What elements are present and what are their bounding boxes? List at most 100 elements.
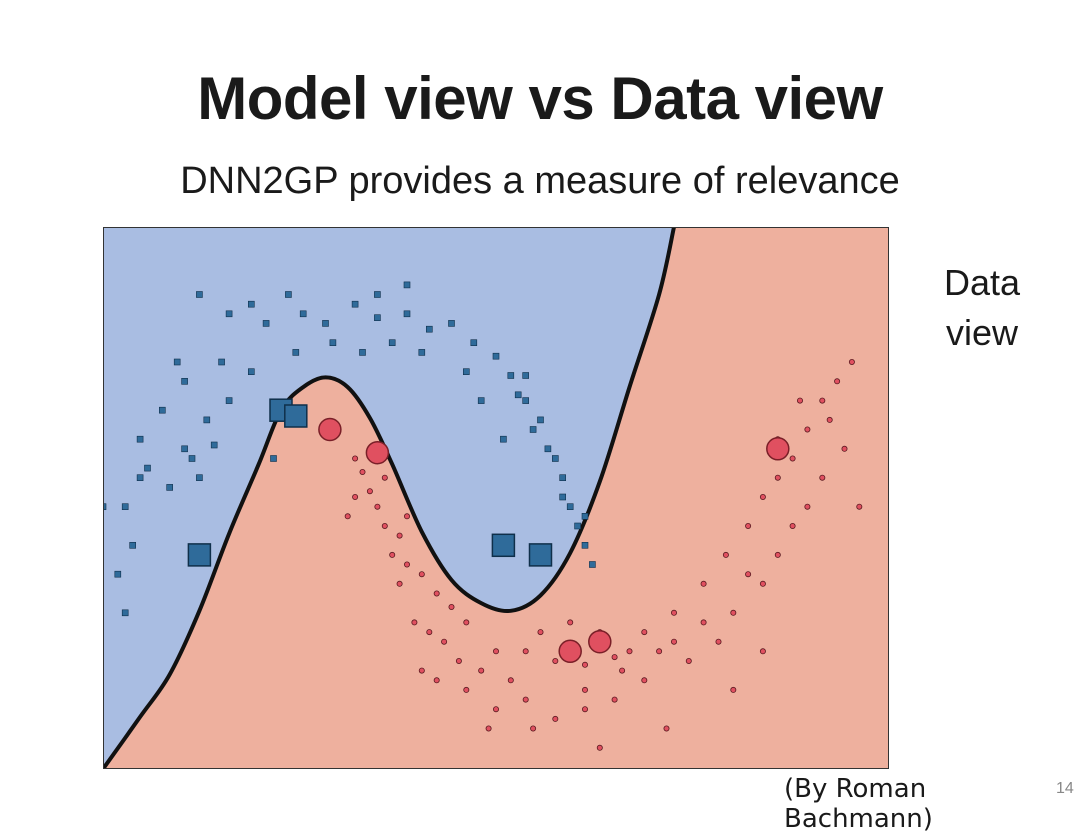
class-0-point — [114, 570, 122, 578]
class-1-point — [359, 468, 366, 475]
author-credit: (By Roman Bachmann) — [784, 774, 933, 834]
class-1-point — [826, 416, 833, 423]
class-0-point — [589, 561, 596, 568]
class-1-point — [441, 638, 448, 645]
class-1-point — [418, 571, 425, 578]
class-0-point — [136, 435, 144, 443]
class-1-point — [381, 474, 388, 481]
class-0-point — [218, 358, 225, 366]
data-view-label-line2: view — [945, 312, 1019, 353]
class-1-point — [433, 590, 440, 597]
class-0-point — [418, 349, 426, 356]
class-1-relevant-point — [558, 639, 582, 664]
slide-subtitle: DNN2GP provides a measure of relevance — [180, 160, 900, 202]
class-1-point — [366, 488, 373, 495]
class-1-point — [619, 667, 626, 674]
class-0-point — [129, 541, 137, 549]
class-0-point — [500, 435, 507, 443]
class-0-point — [322, 320, 329, 327]
class-1-point — [396, 532, 403, 539]
class-1-point — [611, 654, 618, 661]
class-1-point — [455, 657, 462, 664]
class-1-point — [841, 445, 848, 452]
class-0-point — [248, 368, 255, 375]
class-1-relevant-point — [766, 437, 790, 461]
class-0-point — [203, 416, 211, 424]
class-0-point — [425, 325, 433, 333]
class-1-point — [492, 706, 499, 713]
class-0-point — [285, 291, 292, 298]
class-1-point — [581, 661, 588, 668]
class-1-point — [789, 455, 796, 462]
class-0-point — [374, 314, 381, 321]
class-1-point — [403, 561, 410, 568]
class-1-point — [507, 677, 514, 684]
class-0-point — [292, 349, 300, 356]
class-0-point — [158, 406, 166, 414]
class-0-point — [522, 397, 530, 404]
class-0-point — [507, 372, 515, 379]
class-1-point — [344, 513, 351, 520]
class-0-point — [566, 503, 574, 511]
class-0-point — [181, 445, 188, 453]
class-1-point — [537, 629, 544, 636]
class-1-point — [433, 677, 440, 684]
class-0-point — [559, 474, 567, 481]
class-1-point — [797, 397, 804, 404]
class-1-point — [463, 619, 470, 626]
class-0-point — [581, 541, 589, 549]
class-1-point — [715, 638, 722, 645]
class-1-point — [759, 493, 766, 500]
class-1-point — [352, 493, 359, 500]
class-0-point — [374, 291, 381, 298]
class-0-point — [270, 455, 277, 462]
page-number: 14 — [1056, 780, 1074, 797]
class-0-point — [196, 474, 203, 481]
class-0-point — [470, 339, 478, 346]
class-1-point — [671, 609, 678, 616]
class-0-point — [262, 320, 270, 327]
class-0-point — [514, 391, 522, 399]
class-0-point — [144, 464, 151, 472]
class-1-point — [774, 551, 781, 558]
class-0-point — [103, 503, 107, 511]
class-1-point — [567, 619, 574, 626]
class-1-point — [418, 667, 425, 674]
class-0-relevant-point — [284, 404, 308, 428]
class-1-point — [485, 725, 492, 732]
class-1-point — [774, 474, 781, 481]
class-1-point — [626, 648, 633, 655]
class-1-point — [389, 551, 396, 558]
class-1-point — [745, 522, 752, 529]
class-0-relevant-point — [187, 543, 212, 567]
class-0-point — [522, 372, 530, 379]
class-1-point — [448, 603, 455, 610]
class-0-point — [136, 474, 144, 481]
class-1-point — [656, 648, 663, 655]
class-1-point — [581, 706, 588, 713]
class-0-point — [492, 352, 500, 360]
class-1-point — [522, 648, 529, 655]
class-1-point — [671, 638, 678, 645]
decision-boundary-plot — [103, 227, 889, 769]
class-1-point — [819, 474, 826, 481]
class-0-point — [574, 522, 581, 530]
class-0-point — [210, 441, 218, 449]
class-0-point — [248, 300, 255, 308]
class-0-point — [581, 512, 589, 520]
class-1-point — [611, 696, 618, 703]
data-view-label: Data view — [908, 258, 1056, 358]
class-1-point — [804, 426, 811, 433]
class-0-relevant-point — [491, 533, 516, 558]
class-0-point — [225, 397, 233, 404]
class-0-point — [477, 397, 485, 404]
class-1-point — [426, 629, 433, 636]
class-0-point — [121, 609, 129, 617]
class-1-point — [352, 455, 359, 462]
class-1-point — [745, 571, 752, 578]
slide-title: Model view vs Data view — [197, 65, 883, 132]
class-0-point — [188, 455, 196, 462]
class-0-point — [173, 358, 181, 366]
class-1-point — [403, 513, 410, 520]
class-0-point — [359, 349, 366, 356]
